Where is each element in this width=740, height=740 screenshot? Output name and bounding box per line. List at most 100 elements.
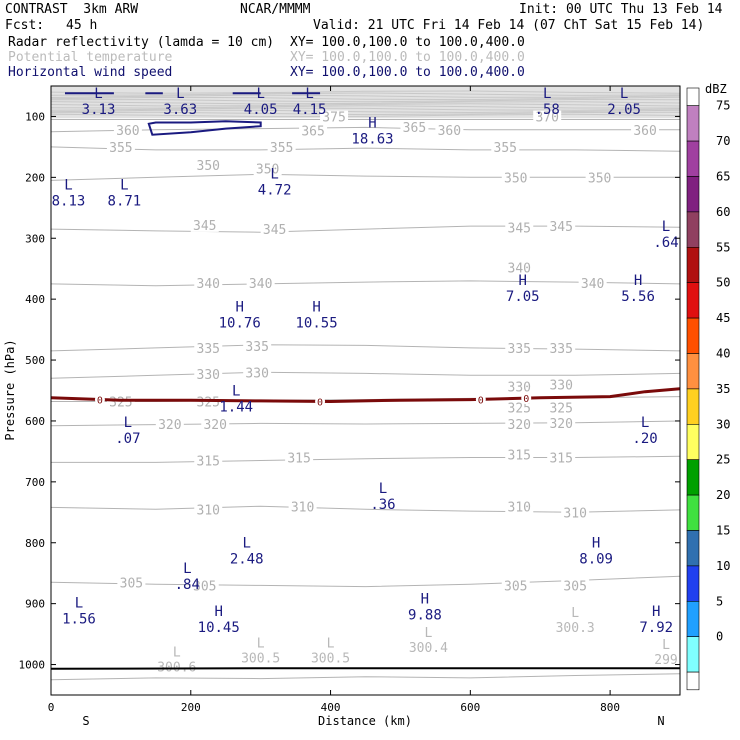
theta-extremum-value: 299 [654,653,677,668]
colorbar-swatch [686,636,700,673]
wind-extremum-kind: H [421,592,429,608]
zero-contour-marker-bg [94,393,105,406]
center-name: NCAR/MMMM [240,2,311,17]
theta-extremum-value: 300.4 [409,641,448,656]
zero-contour-marker-bg [521,392,532,405]
colorbar-swatch [686,247,700,284]
theta-extremum-value: 300.3 [556,621,595,636]
wind-extremum-value: 1.56 [62,611,96,627]
wind-extremum-kind: L [270,167,278,183]
theta-label: 310 [508,500,531,515]
theta-label: 335 [549,342,572,357]
theta-label: 355 [494,141,517,156]
forecast-hours: 45 h [66,18,98,33]
x-tick-label: 200 [181,701,201,714]
colorbar-swatch [686,459,700,496]
theta-label: 350 [504,171,527,186]
colorbar-swatch [686,671,700,691]
theta-contour-upper [51,101,680,105]
theta-label-bg [243,340,272,354]
wind-extremum-value: .84 [175,577,200,593]
theta-label-bg [505,261,534,275]
colorbar-swatch [686,176,700,213]
theta-label: 360 [438,124,461,139]
theta-label: 340 [249,277,272,292]
colorbar-swatch [686,600,700,637]
theta-label: 340 [581,277,604,292]
end-label-north: N [657,714,664,728]
theta-label: 310 [563,506,586,521]
theta-contour-300 [51,673,680,681]
wind-extremum-value: 2.48 [230,552,264,568]
theta-contour-335 [51,344,680,352]
theta-label-bg [547,416,576,430]
theta-label-bg [201,418,230,432]
wind-extremum-kind: H [634,273,642,289]
theta-label: 360 [633,124,656,139]
y-tick-label: 900 [25,598,45,611]
colorbar-level-label: 15 [716,524,730,538]
wind-extremum-kind: L [662,219,670,235]
theta-label-bg [505,401,534,415]
theta-label-bg [113,123,142,137]
theta-label: 340 [508,262,531,277]
theta-label: 320 [203,418,226,433]
theta-label: 365 [403,121,426,136]
wind-extremum-value: .20 [632,431,657,447]
theta-label-bg [501,171,530,185]
colorbar-level-label: 25 [716,453,730,467]
colorbar-level-label: 40 [716,347,730,361]
colorbar-swatch [686,423,700,460]
wind-extremum-kind: L [183,561,191,577]
theta-label-bg [505,418,534,432]
theta-contour-360 [51,126,680,133]
theta-label-bg [194,368,223,382]
y-tick-label: 800 [25,537,45,550]
colorbar-level-label: 65 [716,170,730,184]
theta-label-bg [190,579,219,593]
axes: 0 200 400 600 800 100 200 300 400 500 600 700 800 900… [19,86,680,714]
theta-label: 345 [193,219,216,234]
colorbar-level-label: 75 [716,99,730,113]
theta-label: 375 [322,110,345,125]
colorbar-swatch [686,211,700,248]
zero-contour-marker-bg [315,395,326,408]
theta-label-bg [631,123,660,137]
wind-extremum-kind: L [242,536,250,552]
theta-label: 340 [197,277,220,292]
x-axis-title: Distance (km) [318,714,412,728]
theta-label-bg [547,341,576,355]
y-tick-label: 500 [25,354,45,367]
wind-layer: L3.13L3.63L4.05L4.15L.58L2.05H18.63L8.13… [52,86,679,636]
theta-contour-upper [51,105,680,109]
colorbar-level-label: 10 [716,559,730,573]
zero-contour-marker: 0 [478,395,484,406]
colorbar-level-label: 5 [716,594,723,608]
theta-label: 330 [508,380,531,395]
plot-frame [50,85,681,696]
legend-wind-xy: XY= 100.0,100.0 to 100.0,400.0 [290,65,525,80]
theta-contour-upper [51,109,680,114]
colorbar-level-label: 20 [716,488,730,502]
zero-contour-marker-bg [475,393,486,406]
theta-label: 345 [508,221,531,236]
theta-contour-355 [51,146,680,152]
wind-extremum-value: 1.44 [219,399,253,415]
theta-extremum-kind: L [257,636,265,651]
wind-extremum-kind: L [641,415,649,431]
theta-label: 315 [197,455,220,470]
colorbar-level-label: 45 [716,311,730,325]
theta-extremum-value: 300.5 [311,651,350,666]
colorbar-swatch [686,530,700,567]
theta-contour-upper [51,103,680,107]
theta-contour-330 [51,371,680,379]
wind-extremum-kind: L [124,415,132,431]
wind-extremum-value: 4.05 [244,102,278,118]
colorbar-swatch [686,353,700,390]
surface-layer [51,667,680,670]
x-tick-label: 400 [321,701,341,714]
theta-label: 320 [549,417,572,432]
theta-extremum-kind: L [173,646,181,661]
